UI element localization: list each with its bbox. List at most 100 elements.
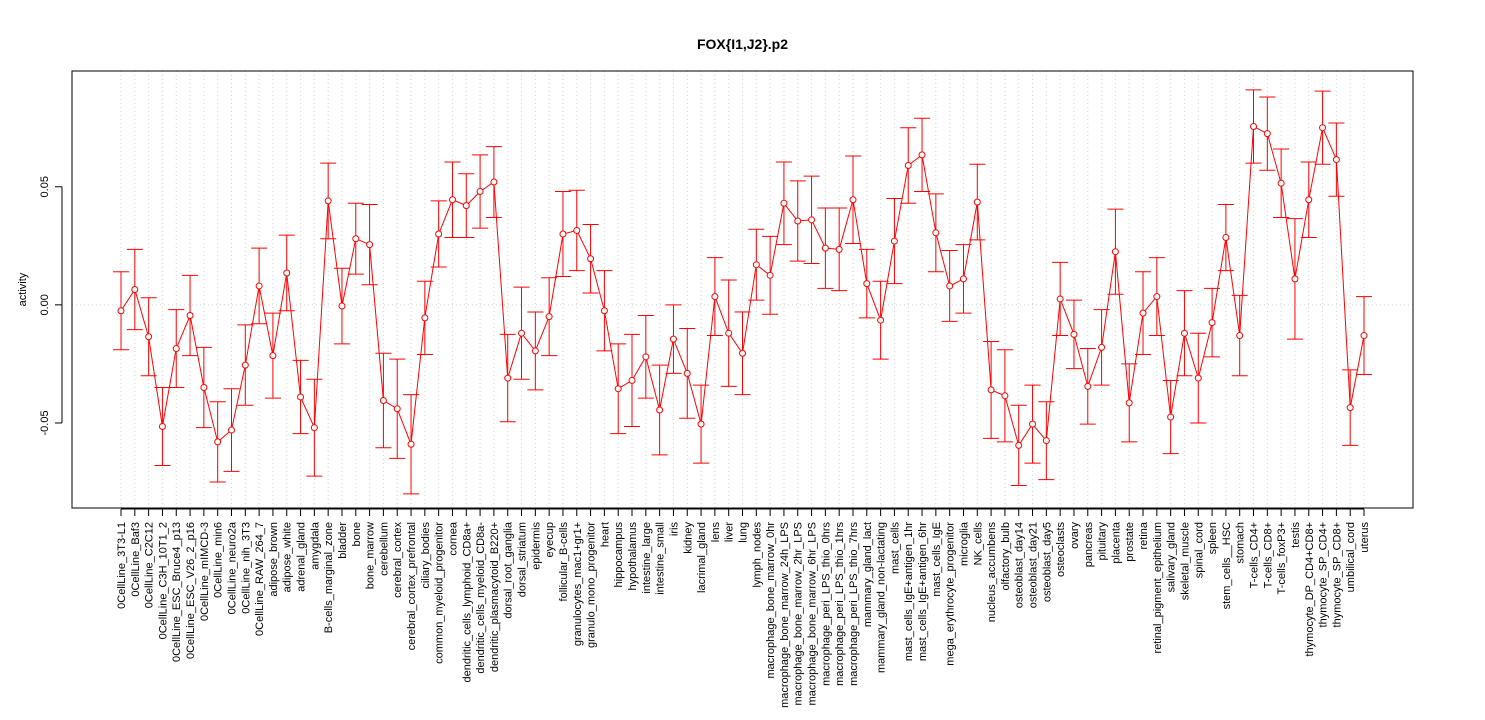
data-point-mast_cells_IgE bbox=[932, 229, 940, 237]
data-point-iris bbox=[669, 335, 677, 343]
data-point-prostate bbox=[1125, 399, 1133, 407]
x-tick-label: thymocyte_DP_CD4+CD8+ bbox=[1304, 522, 1316, 657]
data-point-mast_cells_IgE+antigen_1hr bbox=[904, 161, 912, 169]
x-tick-label: skeletal_muscle bbox=[1179, 522, 1191, 600]
x-tick-label: T-cells_CD4+ bbox=[1249, 522, 1261, 588]
x-tick-label: uterus bbox=[1359, 522, 1371, 553]
x-tick-label: mast_cells_IgE+antigen_1hr bbox=[903, 522, 915, 661]
x-tick-label: macrophage_bone_marrow_0hr bbox=[765, 522, 777, 679]
data-point-mammary_gland_non-lactating bbox=[877, 316, 885, 324]
chart-title: FOX{I1,J2}.p2 bbox=[697, 36, 788, 52]
x-tick-label: granulo_mono_progenitor bbox=[586, 522, 598, 648]
data-point-stem_cells__HSC bbox=[1222, 234, 1230, 242]
x-tick-label: dendritic_cells_myeloid_CD8a- bbox=[475, 522, 487, 674]
x-tick-label: macrophage_peri_LPS_thio_0hrs bbox=[820, 522, 832, 686]
x-tick-label: hippocampus bbox=[613, 522, 625, 588]
data-point-0CellLine_ESC_V26_2_p16 bbox=[186, 311, 194, 319]
data-point-mast_cells bbox=[890, 237, 898, 245]
data-point-lung bbox=[739, 349, 746, 357]
data-point-thymocyte_DP_CD4+CD8+ bbox=[1305, 196, 1313, 204]
x-tick-label: retina bbox=[1138, 521, 1150, 549]
x-tick-label: placenta bbox=[1110, 521, 1122, 563]
data-point-uterus bbox=[1360, 332, 1368, 340]
data-point-adrenal_gland bbox=[297, 393, 305, 401]
data-point-lacrimal_gland bbox=[697, 420, 705, 428]
x-tick-label: olfactory_bulb bbox=[1000, 522, 1012, 591]
data-point-0CellLine_min6 bbox=[214, 438, 222, 446]
x-tick-label: 0CellLine_min6 bbox=[213, 522, 225, 598]
x-tick-label: dendritic_cells_lymphoid_CD8a+ bbox=[461, 522, 473, 683]
y-axis: -0.05 0.00 0.05 bbox=[39, 176, 63, 436]
data-point-macrophage_bone_marrow_6hr_LPS bbox=[808, 216, 816, 224]
x-tick-label: dorsal_striatum bbox=[517, 522, 529, 597]
data-point-0CellLine_RAW_264_7 bbox=[255, 282, 263, 290]
x-tick-label: macrophage_peri_LPS_thio_7hrs bbox=[848, 522, 860, 686]
x-tick-label: osteoblast_day21 bbox=[1028, 522, 1040, 608]
x-tick-label: 0CellLine_ESC_Bruce4_p13 bbox=[171, 522, 183, 662]
x-tick-label: 0CellLine_ESC_V26_2_p16 bbox=[185, 522, 197, 659]
series-line bbox=[120, 125, 1365, 447]
x-tick-label: intestine_large bbox=[641, 522, 653, 594]
x-tick-label: 0CellLine_nih_3T3 bbox=[240, 522, 252, 614]
data-point-granulocytes_mac1+gr1+ bbox=[573, 226, 581, 234]
data-point-pituitary bbox=[1098, 343, 1106, 351]
data-point-macrophage_bone_marrow_2hr_LPS bbox=[794, 217, 802, 225]
x-tick-label: iris bbox=[668, 522, 680, 537]
data-point-lens bbox=[711, 293, 719, 301]
data-point-liver bbox=[725, 329, 733, 337]
x-tick-label: spinal_cord bbox=[1193, 522, 1205, 578]
data-point-retinal_pigment_epithelium bbox=[1153, 293, 1161, 301]
data-point-nucleus_accumbens bbox=[987, 386, 995, 394]
data-point-osteoblast_day14 bbox=[1015, 441, 1023, 449]
data-point-dendritic_cells_myeloid_CD8a- bbox=[476, 187, 484, 195]
data-point-testis bbox=[1291, 275, 1299, 283]
data-point-ovary bbox=[1070, 330, 1078, 338]
x-tick-label: lymph_nodes bbox=[751, 522, 763, 588]
x-tick-label: common_myeloid_progenitor bbox=[434, 522, 446, 664]
data-point-follicular_B-cells bbox=[559, 230, 567, 238]
x-tick-label: adipose_brown bbox=[268, 522, 280, 597]
data-point-cerebellum bbox=[379, 397, 387, 405]
x-tick-label: adipose_white bbox=[282, 522, 294, 592]
y-tick-label: 0.05 bbox=[39, 176, 51, 197]
data-point-osteoclasts bbox=[1056, 295, 1064, 303]
x-tick-label: mammary_gland_lact bbox=[862, 522, 874, 627]
x-tick-label: osteoblast_day14 bbox=[1014, 522, 1026, 608]
x-tick-label: macrophage_bone_marrow_2hr_LPS bbox=[793, 522, 805, 705]
data-point-placenta bbox=[1111, 248, 1119, 256]
data-point-heart bbox=[600, 307, 608, 315]
x-tick-label: pituitary bbox=[1097, 522, 1109, 561]
data-point-macrophage_bone_marrow_0hr bbox=[766, 271, 774, 279]
x-tick-label: lacrimal_gland bbox=[696, 522, 708, 593]
x-tick-label: mast_cells_IgE+antigen_6hr bbox=[917, 522, 929, 661]
x-tick-label: osteoblast_day5 bbox=[1041, 522, 1053, 602]
data-point-lymph_nodes bbox=[752, 261, 760, 269]
data-point-epidermis bbox=[531, 347, 539, 355]
data-point-bone bbox=[352, 235, 360, 243]
x-tick-label: cerebellum bbox=[378, 522, 390, 576]
data-point-macrophage_peri_LPS_thio_1hrs bbox=[835, 245, 843, 253]
data-point-adipose_brown bbox=[269, 352, 277, 360]
x-tick-label: T-cells_foxP3+ bbox=[1276, 522, 1288, 594]
data-point-B-cells_marginal_zone bbox=[324, 197, 332, 205]
data-point-bone_marrow bbox=[366, 241, 374, 249]
data-point-spleen bbox=[1208, 319, 1216, 327]
data-point-hippocampus bbox=[614, 385, 622, 393]
x-tick-label: amygdala bbox=[309, 521, 321, 570]
data-point-intestine_large bbox=[642, 353, 650, 361]
x-tick-label: testis bbox=[1290, 522, 1302, 548]
data-point-mammary_gland_lact bbox=[863, 280, 871, 288]
data-point-thymocyte_SP_CD8+ bbox=[1332, 156, 1340, 164]
data-point-cerebral_cortex bbox=[393, 405, 401, 413]
x-tick-label: osteoclasts bbox=[1055, 522, 1067, 578]
data-point-skeletal_muscle bbox=[1180, 329, 1188, 337]
data-point-pancreas bbox=[1084, 382, 1092, 390]
x-tick-label: salivary_gland bbox=[1166, 522, 1178, 592]
x-tick-label: bladder bbox=[337, 522, 349, 559]
data-point-T-cells_CD8+ bbox=[1263, 130, 1271, 138]
x-tick-label: granulocytes_mac1+gr1+ bbox=[572, 522, 584, 646]
x-tick-label: microglia bbox=[958, 521, 970, 566]
x-tick-label: thymocyte_SP_CD8+ bbox=[1331, 522, 1343, 627]
